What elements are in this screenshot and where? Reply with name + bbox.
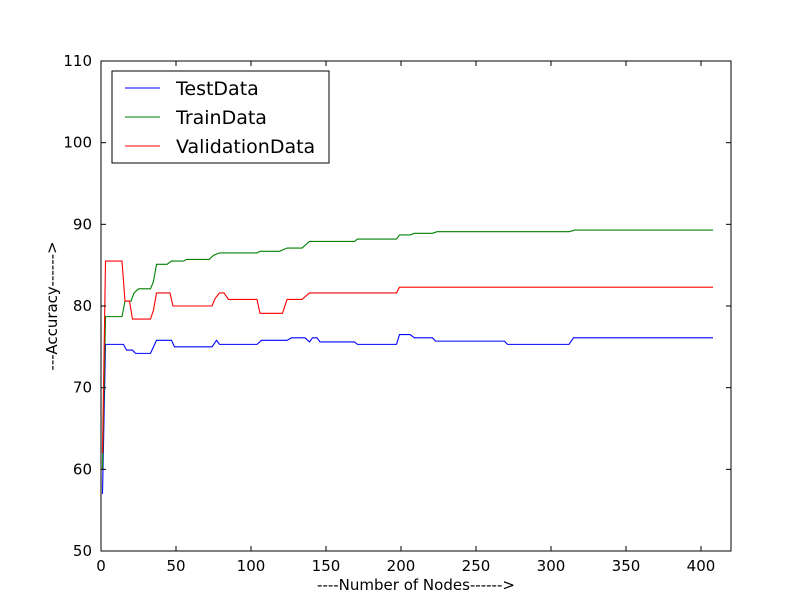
legend-label-testdata: TestData [175,78,259,100]
legend-items: TestData TrainData ValidationData [125,78,315,158]
series-layer [101,229,713,494]
y-tick-label: 70 [73,379,92,397]
x-tick-label: 0 [96,557,106,575]
x-axis-label: ----Number of Nodes------> [317,576,515,594]
x-tick-label: 300 [537,557,566,575]
series-line-testdata [101,334,713,494]
y-tick-label: 100 [63,134,92,152]
legend: TestData TrainData ValidationData [111,70,330,164]
legend-label-traindata: TrainData [175,107,267,129]
legend-label-validationdata: ValidationData [176,136,315,158]
x-tick-label: 200 [387,557,416,575]
x-tick-label: 250 [462,557,491,575]
y-tick-label: 80 [73,297,92,315]
y-tick-label: 60 [73,460,92,478]
y-tick-label: 50 [73,542,92,560]
x-tick-label: 150 [312,557,341,575]
series-line-validationdata [101,260,713,454]
y-tick-label: 110 [63,52,92,70]
y-tick-label: 90 [73,215,92,233]
y-axis-label: ---Accuracy------> [43,241,61,370]
x-tick-label: 400 [687,557,716,575]
x-tick-label: 50 [166,557,185,575]
series-line-traindata [101,229,713,470]
x-tick-label: 350 [612,557,641,575]
x-tick-label: 100 [237,557,266,575]
